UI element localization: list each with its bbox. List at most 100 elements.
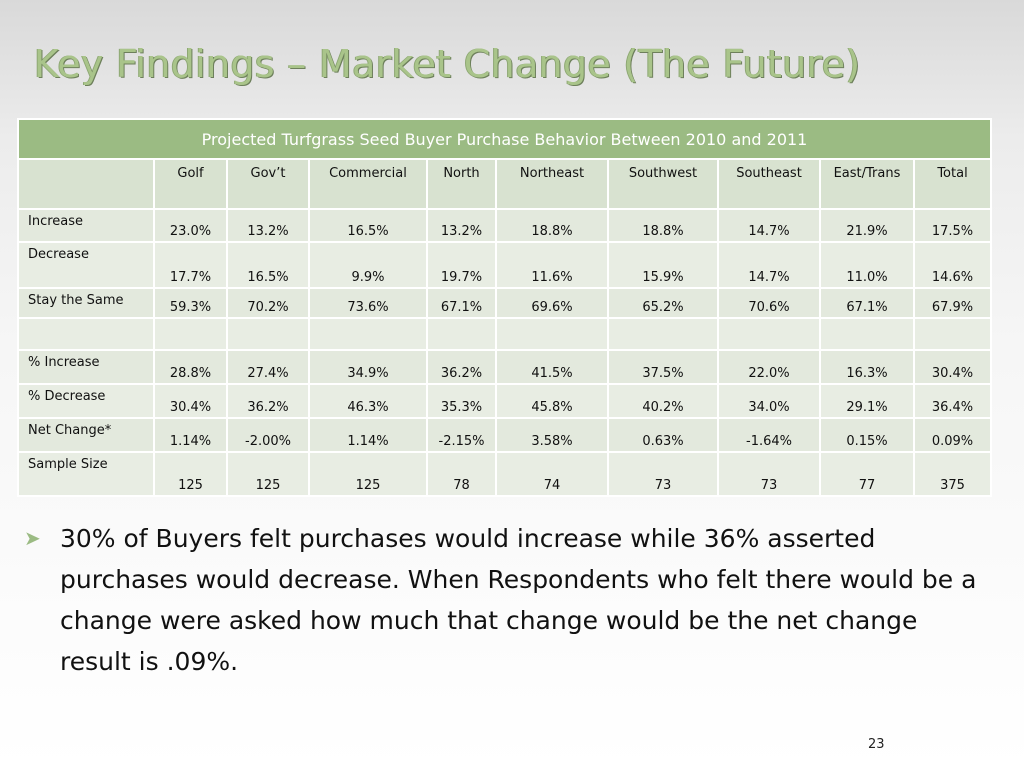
table-row: % Decrease 30.4% 36.2% 46.3% 35.3% 45.8% 40.2%… [17, 383, 993, 419]
slide-title: Key Findings – Market Change (The Future… [34, 42, 861, 86]
table-cell: 73 [717, 451, 821, 497]
table-cell: 0.63% [607, 417, 719, 453]
header-blank-cell [17, 158, 155, 210]
row-label: Decrease [17, 241, 155, 289]
table-cell: -2.00% [226, 417, 310, 453]
table-cell: 11.6% [495, 241, 609, 289]
table-cell: 74 [495, 451, 609, 497]
table-row: Stay the Same 59.3% 70.2% 73.6% 67.1% 69.6% 65… [17, 287, 993, 319]
row-label: % Increase [17, 349, 155, 385]
table-cell: 14.7% [717, 208, 821, 243]
table-cell: 30.4% [912, 349, 993, 385]
row-label: Net Change* [17, 417, 155, 453]
table-cell: -2.15% [426, 417, 497, 453]
table-cell: -1.64% [717, 417, 821, 453]
table-cell: 34.0% [717, 383, 821, 419]
table-row: Increase 23.0% 13.2% 16.5% 13.2% 18.8% 18.8% 14… [17, 208, 993, 243]
table-cell: 28.8% [153, 349, 228, 385]
table-caption: Projected Turfgrass Seed Buyer Purchase … [16, 118, 993, 160]
summary-bullet: ➤ 30% of Buyers felt purchases would inc… [24, 518, 984, 682]
table-row: Sample Size 125 125 125 78 74 73 73 77 375 [17, 451, 993, 497]
table-cell: 16.3% [819, 349, 915, 385]
table-cell: 14.6% [912, 241, 993, 289]
table-cell: 125 [308, 451, 428, 497]
table-cell: 13.2% [226, 208, 310, 243]
table-cell: 14.7% [717, 241, 821, 289]
table-cell: 36.2% [226, 383, 310, 419]
row-label: Sample Size [17, 451, 155, 497]
column-header: Northeast [495, 158, 609, 210]
table-cell: 1.14% [153, 417, 228, 453]
table-cell: 0.15% [819, 417, 915, 453]
table-cell: 35.3% [426, 383, 497, 419]
table-cell: 17.7% [153, 241, 228, 289]
table-cell [607, 317, 719, 351]
table-cell: 13.2% [426, 208, 497, 243]
table-cell: 15.9% [607, 241, 719, 289]
table-cell: 16.5% [308, 208, 428, 243]
column-header: Commercial [308, 158, 428, 210]
row-label: % Decrease [17, 383, 155, 419]
column-header: Southeast [717, 158, 821, 210]
table-cell: 9.9% [308, 241, 428, 289]
column-header: East/Trans [819, 158, 915, 210]
row-label [17, 317, 155, 351]
table-row [17, 317, 993, 351]
table-row: Net Change* 1.14% -2.00% 1.14% -2.15% 3.58% 0.… [17, 417, 993, 453]
table-cell: 23.0% [153, 208, 228, 243]
column-header: Southwest [607, 158, 719, 210]
summary-text: 30% of Buyers felt purchases would incre… [60, 524, 977, 676]
table-cell: 70.6% [717, 287, 821, 319]
table-cell: 125 [226, 451, 310, 497]
table-cell: 18.8% [495, 208, 609, 243]
table-cell: 16.5% [226, 241, 310, 289]
table-cell: 29.1% [819, 383, 915, 419]
page-number: 23 [868, 737, 885, 752]
table-cell [912, 317, 993, 351]
table-cell: 36.2% [426, 349, 497, 385]
table-cell: 375 [912, 451, 993, 497]
column-header: North [426, 158, 497, 210]
table-cell: 19.7% [426, 241, 497, 289]
row-label: Increase [17, 208, 155, 243]
table-cell: 22.0% [717, 349, 821, 385]
table-cell: 69.6% [495, 287, 609, 319]
table-cell: 0.09% [912, 417, 993, 453]
table-cell: 36.4% [912, 383, 993, 419]
column-header: Golf [153, 158, 228, 210]
table-cell [819, 317, 915, 351]
table-cell: 73.6% [308, 287, 428, 319]
table-cell: 67.1% [819, 287, 915, 319]
table-cell: 67.1% [426, 287, 497, 319]
table-row: % Increase 28.8% 27.4% 34.9% 36.2% 41.5% 37.5%… [17, 349, 993, 385]
table-cell [495, 317, 609, 351]
table-cell: 11.0% [819, 241, 915, 289]
table-row: Decrease 17.7% 16.5% 9.9% 19.7% 11.6% 15.9% 14.… [17, 241, 993, 289]
table-cell: 34.9% [308, 349, 428, 385]
table-cell: 1.14% [308, 417, 428, 453]
column-header: Total [912, 158, 993, 210]
table-cell: 125 [153, 451, 228, 497]
table-cell: 46.3% [308, 383, 428, 419]
table-cell: 73 [607, 451, 719, 497]
table-cell: 27.4% [226, 349, 310, 385]
table-cell: 3.58% [495, 417, 609, 453]
table-cell [308, 317, 428, 351]
table-cell: 40.2% [607, 383, 719, 419]
column-header: Gov’t [226, 158, 310, 210]
arrow-bullet-icon: ➤ [24, 526, 41, 550]
table-cell: 37.5% [607, 349, 719, 385]
table-cell [226, 317, 310, 351]
table-cell: 78 [426, 451, 497, 497]
table-cell: 45.8% [495, 383, 609, 419]
table-cell: 30.4% [153, 383, 228, 419]
table-cell: 59.3% [153, 287, 228, 319]
table-cell [717, 317, 821, 351]
table-cell: 77 [819, 451, 915, 497]
table-cell: 18.8% [607, 208, 719, 243]
table-cell: 65.2% [607, 287, 719, 319]
table-cell: 67.9% [912, 287, 993, 319]
table-cell [426, 317, 497, 351]
table-cell [153, 317, 228, 351]
table-cell: 70.2% [226, 287, 310, 319]
